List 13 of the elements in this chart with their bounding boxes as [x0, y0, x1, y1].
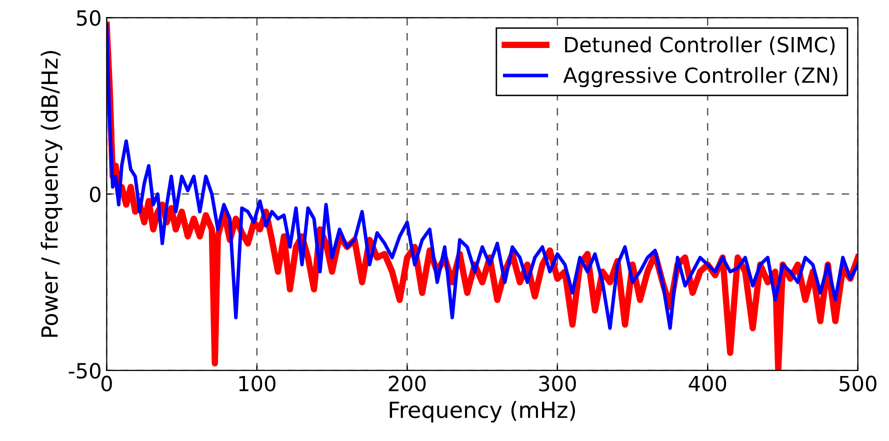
x-tick-label: 400 [688, 376, 726, 392]
legend-label: Detuned Controller (SIMC) [565, 36, 835, 55]
x-tick-label: 500 [840, 376, 876, 392]
x-tick-label: 200 [388, 376, 426, 392]
x-tick-label: 100 [239, 376, 276, 392]
x-tick-label: 0 [101, 376, 112, 392]
y-tick-label: 0 [90, 186, 100, 202]
legend-label: Aggressive Controller (ZN) [563, 66, 838, 88]
x-tick-label: 300 [539, 376, 576, 392]
y-tick-label: -50 [68, 362, 100, 379]
y-axis-title: Power / frequency (dB/Hz) [40, 51, 62, 337]
x-axis-title: Frequency (mHz) [390, 401, 575, 423]
y-tick-label: 50 [76, 10, 100, 26]
